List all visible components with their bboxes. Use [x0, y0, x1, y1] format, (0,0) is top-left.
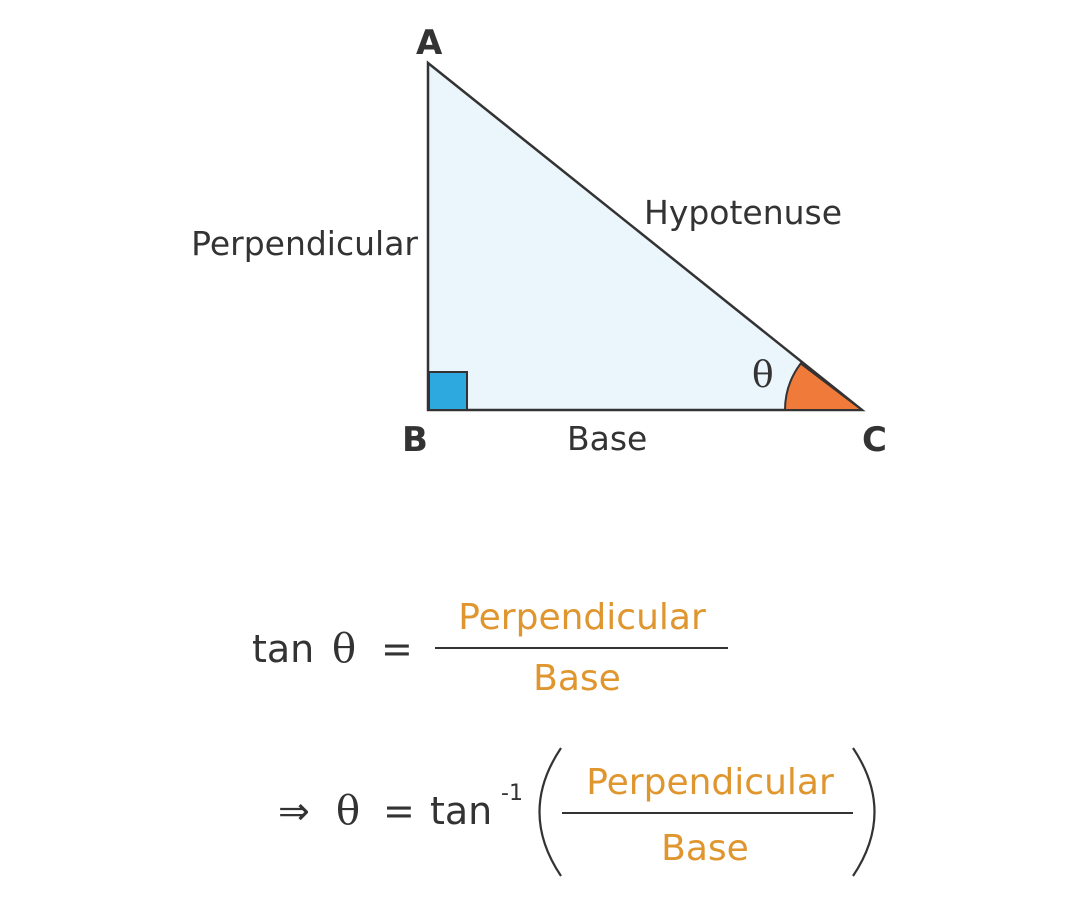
formula2-theta: θ [336, 788, 360, 834]
vertex-c-label: C [862, 420, 887, 460]
formula1-theta: θ [332, 626, 356, 672]
formula-inverse-tan: ⇒ θ = tan -1 Perpendicular Base [278, 747, 876, 877]
formula1-tan: tan [252, 627, 314, 671]
formula2-denominator: Base [661, 828, 749, 869]
vertex-a-label: A [416, 23, 443, 63]
formula2-superscript: -1 [501, 781, 523, 806]
formula-tan: tan θ = Perpendicular Base [252, 597, 728, 699]
formula1-equals: = [381, 627, 413, 671]
formula1-denominator: Base [533, 658, 621, 699]
angle-theta-sector [783, 362, 865, 411]
perpendicular-side-label: Perpendicular [191, 224, 418, 263]
formula2-tan: tan [430, 789, 492, 833]
formula2-equals: = [383, 789, 415, 833]
formula1-numerator: Perpendicular [458, 597, 706, 638]
triangle-abc [426, 60, 866, 412]
formula2-left-paren [538, 747, 562, 877]
hypotenuse-side-label: Hypotenuse [644, 193, 842, 232]
vertex-b-label: B [402, 420, 428, 460]
right-angle-marker [428, 371, 468, 411]
formula2-numerator: Perpendicular [586, 762, 834, 803]
formula2-right-paren [852, 747, 876, 877]
angle-theta-label: θ [752, 355, 774, 396]
base-side-label: Base [567, 419, 647, 458]
formula2-implies: ⇒ [278, 789, 310, 833]
